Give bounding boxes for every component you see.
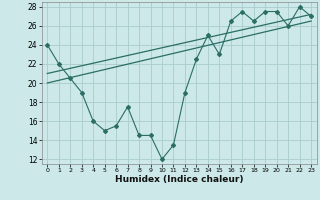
X-axis label: Humidex (Indice chaleur): Humidex (Indice chaleur)	[115, 175, 244, 184]
